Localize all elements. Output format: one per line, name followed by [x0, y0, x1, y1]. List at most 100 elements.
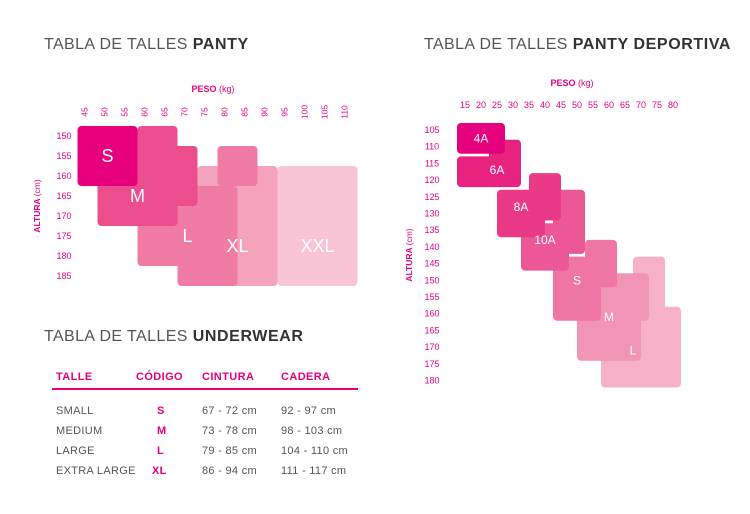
x-tick-label: 65 — [620, 100, 630, 110]
y-tick-label: 160 — [424, 309, 439, 319]
title-panty-prefix: TABLA DE TALLES — [44, 36, 193, 53]
x-tick-label: 45 — [556, 100, 566, 110]
cell-talle: EXTRA LARGE — [56, 465, 136, 477]
cell-cadera: 104 - 110 cm — [281, 445, 348, 457]
size-region-l — [217, 146, 258, 186]
x-tick-label: 45 — [80, 107, 90, 117]
table-row: EXTRA LARGE XL 86 - 94 cm 111 - 117 cm — [52, 460, 358, 480]
size-region-s — [77, 126, 138, 186]
title-underwear: TABLA DE TALLES UNDERWEAR — [44, 328, 304, 346]
title-panty-name: PANTY — [192, 36, 249, 53]
x-tick-label: 55 — [588, 100, 598, 110]
cell-cintura: 79 - 85 cm — [202, 445, 257, 457]
size-label-l: L — [630, 343, 637, 357]
x-tick-label: 40 — [540, 100, 550, 110]
y-tick-label: 135 — [424, 225, 439, 235]
size-label-s: S — [573, 273, 581, 287]
x-tick-label: 70 — [636, 100, 646, 110]
y-tick-label: 150 — [424, 275, 439, 285]
y-tick-label: 140 — [424, 242, 439, 252]
x-tick-label: 80 — [668, 100, 678, 110]
cell-cintura: 86 - 94 cm — [202, 465, 257, 477]
cell-codigo: L — [157, 445, 165, 457]
y-tick-label: 105 — [424, 125, 439, 135]
y-axis-title: ALTURA (cm) — [32, 179, 42, 233]
size-label-10a: 10A — [534, 233, 555, 247]
underwear-table-body: SMALL S 67 - 72 cm 92 - 97 cm MEDIUM M 7… — [52, 390, 358, 480]
x-tick-label: 75 — [200, 107, 210, 117]
title-under-name: UNDERWEAR — [192, 328, 304, 345]
y-tick-label: 110 — [425, 142, 439, 152]
cell-codigo: XL — [152, 465, 167, 477]
cell-cadera: 98 - 103 cm — [281, 425, 343, 437]
size-region-xxl — [277, 166, 358, 286]
x-tick-label: 30 — [508, 100, 518, 110]
cell-talle: LARGE — [56, 445, 95, 457]
size-label-s: S — [101, 146, 113, 166]
y-tick-label: 155 — [56, 151, 71, 161]
cell-codigo: M — [157, 425, 167, 437]
size-region-s — [585, 239, 617, 288]
x-tick-label: 80 — [220, 107, 230, 117]
underwear-table: TALLE CÓDIGO CINTURA CADERA SMALL S 67 -… — [52, 366, 358, 480]
header-divider — [52, 388, 358, 390]
y-tick-label: 150 — [56, 131, 71, 141]
x-axis-title: PESO (kg) — [191, 84, 234, 94]
x-tick-label: 75 — [652, 100, 662, 110]
y-tick-label: 180 — [424, 376, 439, 386]
y-tick-label: 130 — [424, 209, 439, 219]
table-row: SMALL S 67 - 72 cm 92 - 97 cm — [52, 400, 358, 420]
x-tick-label: 60 — [604, 100, 614, 110]
y-tick-label: 155 — [424, 292, 439, 302]
y-tick-label: 165 — [424, 325, 439, 335]
y-tick-label: 165 — [56, 191, 71, 201]
size-label-m: M — [130, 186, 145, 206]
x-tick-label: 50 — [100, 107, 110, 117]
x-tick-label: 95 — [280, 107, 290, 117]
x-tick-label: 25 — [492, 100, 502, 110]
title-dep-name: PANTY DEPORTIVA — [572, 36, 732, 53]
size-label-8a: 8A — [514, 200, 529, 214]
table-row: MEDIUM M 73 - 78 cm 98 - 103 cm — [52, 420, 358, 440]
x-tick-label: 85 — [240, 107, 250, 117]
title-under-prefix: TABLA DE TALLES — [44, 328, 193, 345]
y-tick-label: 175 — [56, 231, 71, 241]
size-label-m: M — [604, 310, 614, 324]
x-tick-label: 110 — [340, 105, 350, 119]
size-label-xl: XL — [226, 236, 248, 256]
x-tick-label: 55 — [120, 107, 130, 117]
size-region-8a — [529, 173, 561, 221]
y-tick-label: 125 — [424, 192, 439, 202]
y-tick-label: 120 — [424, 175, 439, 185]
cell-talle: MEDIUM — [56, 425, 103, 437]
x-tick-label: 15 — [460, 100, 470, 110]
x-tick-label: 35 — [524, 100, 534, 110]
size-label-l: L — [182, 226, 192, 246]
title-panty: TABLA DE TALLES PANTY — [44, 36, 249, 54]
x-tick-label: 105 — [320, 105, 330, 119]
cell-cintura: 73 - 78 cm — [202, 425, 257, 437]
x-tick-label: 70 — [180, 107, 190, 117]
table-row: LARGE L 79 - 85 cm 104 - 110 cm — [52, 440, 358, 460]
y-tick-label: 145 — [424, 259, 439, 269]
x-tick-label: 50 — [572, 100, 582, 110]
size-region-4a — [457, 123, 505, 154]
y-tick-label: 115 — [425, 158, 439, 168]
y-tick-label: 185 — [56, 271, 71, 281]
underwear-table-header: TALLE CÓDIGO CINTURA CADERA — [52, 366, 358, 388]
x-tick-label: 100 — [300, 105, 310, 119]
y-tick-label: 170 — [424, 342, 439, 352]
cell-cadera: 111 - 117 cm — [281, 465, 347, 477]
y-axis-title: ALTURA (cm) — [404, 228, 414, 282]
header-talle: TALLE — [56, 371, 93, 383]
x-tick-label: 60 — [140, 107, 150, 117]
y-tick-label: 180 — [56, 251, 71, 261]
header-cintura: CINTURA — [202, 371, 255, 383]
title-panty-deportiva: TABLA DE TALLES PANTY DEPORTIVA — [424, 36, 731, 54]
cell-talle: SMALL — [56, 405, 94, 417]
size-label-xxl: XXL — [300, 236, 334, 256]
cell-codigo: S — [157, 405, 165, 417]
y-tick-label: 160 — [56, 171, 71, 181]
title-dep-prefix: TABLA DE TALLES — [424, 36, 573, 53]
